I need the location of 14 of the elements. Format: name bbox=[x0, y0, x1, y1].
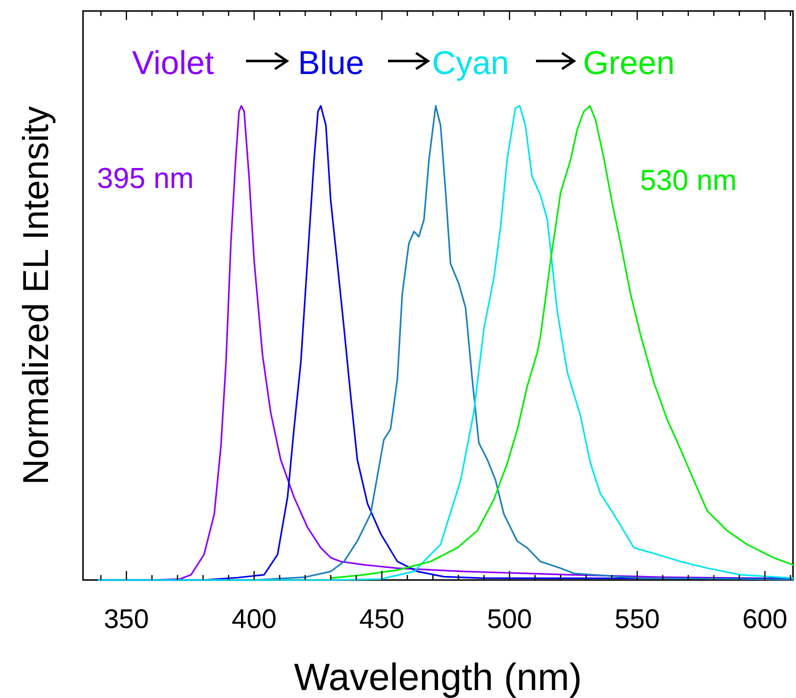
text: Blue bbox=[298, 44, 364, 81]
annotation: 530 nm bbox=[640, 165, 737, 197]
x-tick-label: 500 bbox=[486, 604, 532, 634]
x-tick-label: 450 bbox=[359, 604, 404, 634]
y-axis-title: Normalized EL Intensity bbox=[15, 106, 56, 485]
x-axis-title: Wavelength (nm) bbox=[294, 657, 582, 698]
x-tick-label: 400 bbox=[232, 604, 277, 634]
text: Green bbox=[583, 44, 675, 81]
annotation: 395 nm bbox=[97, 163, 194, 195]
x-tick-label: 350 bbox=[104, 604, 149, 634]
text: Violet bbox=[132, 44, 214, 81]
text: Cyan bbox=[432, 44, 510, 81]
x-tick-label: 600 bbox=[742, 604, 788, 634]
x-tick-label: 550 bbox=[614, 604, 660, 634]
